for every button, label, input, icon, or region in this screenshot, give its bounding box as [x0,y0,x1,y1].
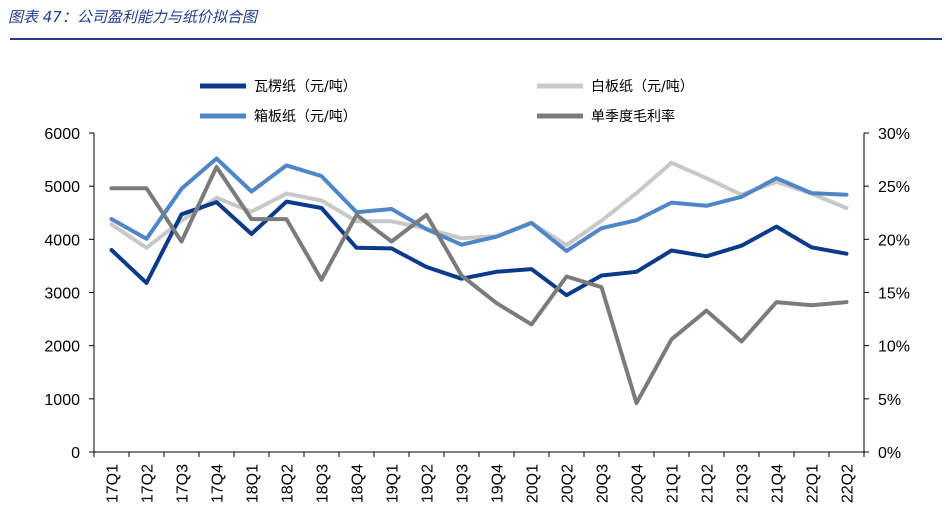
x-tick-label: 22Q2 [840,464,857,503]
y-left-tick-label: 0 [71,445,80,462]
chart-series [109,156,849,406]
chart-axes: 0 1000 2000 3000 4000 5000 6000 0% 5% 10% 15% 20% 25… [44,126,910,503]
x-tick-label: 18Q3 [315,464,332,503]
legend-label-0: 瓦楞纸（元/吨） [254,79,357,95]
figure-title: 图表 47：公司盈利能力与纸价拟合图 [8,8,257,26]
x-tick-label: 19Q4 [490,464,507,503]
legend-label-2: 箱板纸（元/吨） [254,109,357,125]
y-right-tick-label: 30% [878,126,910,143]
y-right-tick-label: 5% [878,392,901,409]
x-tick-label: 17Q2 [140,464,157,503]
x-tick-label: 18Q1 [245,464,262,503]
x-tick-label: 20Q2 [560,464,577,503]
chart-legend: 瓦楞纸（元/吨） 白板纸（元/吨） 箱板纸（元/吨） 单季度毛利率 [200,79,694,125]
y-left-tick-label: 3000 [44,286,80,303]
y-right-tick-label: 15% [878,286,910,303]
x-tick-label: 21Q4 [770,464,787,503]
y-left-tick-label: 4000 [44,232,80,249]
x-tick-label: 17Q1 [105,464,122,503]
y-left-tick-label: 5000 [44,179,80,196]
x-tick-label: 18Q4 [350,464,367,503]
y-right-tick-label: 0% [878,445,901,462]
x-tick-label: 18Q2 [280,464,297,503]
x-tick-label: 19Q1 [385,464,402,503]
x-tick-label: 21Q2 [700,464,717,503]
x-tick-label: 17Q3 [175,464,192,503]
y-right-tick-label: 20% [878,232,910,249]
legend-label-3: 单季度毛利率 [591,108,675,125]
y-left-tick-label: 1000 [44,392,80,409]
y-left-tick-label: 2000 [44,339,80,356]
x-tick-label: 19Q2 [420,464,437,503]
y-right-tick-label: 25% [878,179,910,196]
series-line-0 [109,199,849,298]
x-tick-label: 19Q3 [455,464,472,503]
series-line-2 [109,156,849,253]
legend-label-1: 白板纸（元/吨） [591,79,694,95]
y-right-tick-label: 10% [878,339,910,356]
x-tick-label: 22Q1 [805,464,822,503]
x-tick-label: 20Q4 [630,464,647,503]
title-rule [10,38,942,40]
x-tick-label: 21Q1 [665,464,682,503]
series-line-1 [109,160,849,250]
x-tick-label: 17Q4 [210,464,227,503]
series-line-3 [109,165,849,406]
x-tick-label: 20Q1 [525,464,542,503]
y-left-tick-label: 6000 [44,126,80,143]
x-tick-label: 21Q3 [735,464,752,503]
x-tick-label: 20Q3 [595,464,612,503]
